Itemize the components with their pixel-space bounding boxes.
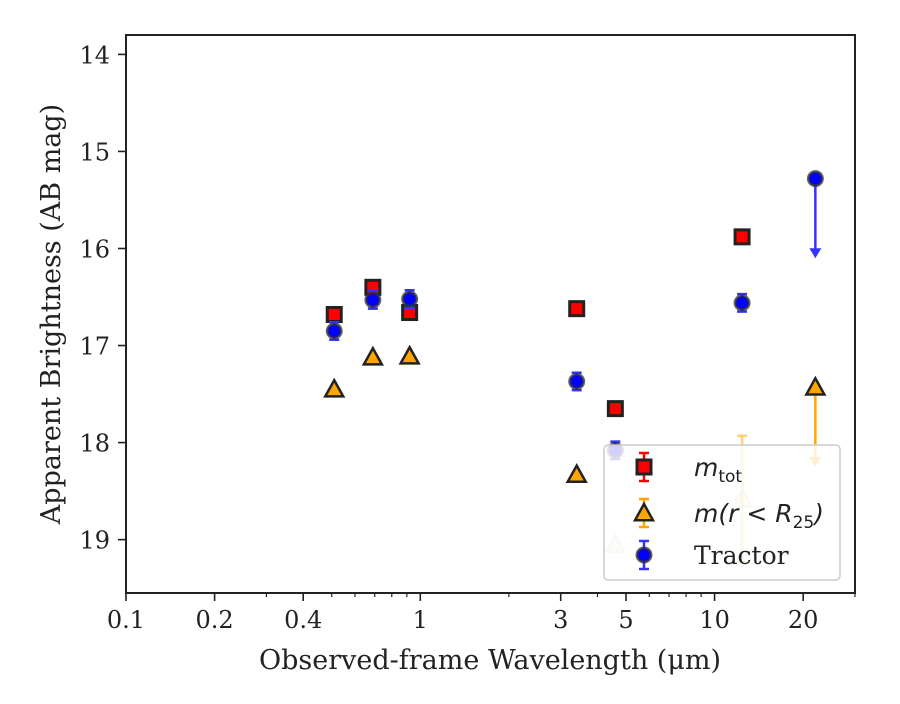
data-point: [325, 305, 343, 323]
x-tick-label: 3: [553, 606, 568, 634]
legend-marker: [632, 501, 656, 522]
axis-ticks-layer: 0.1 0.2 0.4 1 3 5 10 20 14 15 16 17 18 19: [79, 41, 856, 634]
legend-marker: [635, 546, 653, 564]
y-tick-label: 19: [79, 527, 110, 555]
data-point: [361, 345, 384, 366]
data-point: [568, 300, 586, 318]
y-axis-label: Apparent Brightness (AB mag): [36, 104, 67, 525]
data-point: [804, 375, 827, 396]
legend: mtot m(r < R25) Tractor: [603, 444, 841, 581]
data-point: [364, 291, 382, 309]
data-point: [565, 463, 588, 484]
x-tick-label: 20: [788, 606, 819, 634]
y-tick-label: 18: [79, 430, 110, 458]
data-point: [806, 170, 824, 188]
data-point: [323, 377, 346, 398]
data-point: [733, 228, 751, 246]
data-point: [325, 322, 343, 340]
legend-label: m(r < R25): [694, 499, 824, 533]
legend-label: Tractor: [694, 541, 789, 570]
legend-label: mtot: [694, 453, 742, 487]
x-tick-label: 5: [618, 606, 633, 634]
data-point: [733, 294, 751, 312]
x-tick-label: 10: [699, 606, 730, 634]
y-tick-label: 16: [79, 235, 110, 263]
x-tick-label: 0.4: [284, 606, 322, 634]
legend-box: [603, 444, 841, 581]
y-tick-label: 14: [79, 41, 110, 69]
plot-frame: [125, 34, 856, 594]
legend-marker: [635, 458, 653, 476]
x-tick-label: 0.2: [196, 606, 234, 634]
upper-limit-arrowhead: [809, 248, 822, 259]
data-point: [401, 290, 419, 308]
y-tick-label: 17: [79, 333, 110, 361]
x-tick-label: 0.1: [107, 606, 145, 634]
data-point: [606, 400, 624, 418]
data-point: [398, 344, 421, 365]
data-point: [568, 372, 586, 390]
x-tick-label: 1: [413, 606, 428, 634]
y-tick-label: 15: [79, 138, 110, 166]
x-axis-label: Observed-frame Wavelength (μm): [259, 645, 721, 676]
